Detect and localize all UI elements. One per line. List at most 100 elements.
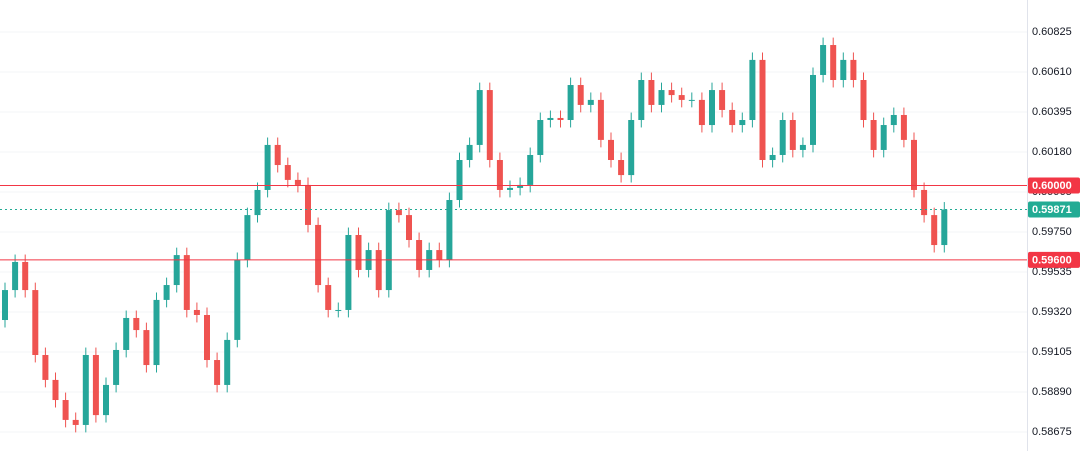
- candle-body: [688, 99, 695, 101]
- candle-body: [32, 290, 39, 355]
- candle-body: [183, 255, 190, 310]
- y-tick-label: 0.59320: [1032, 306, 1072, 318]
- candle-body: [587, 99, 594, 105]
- y-tick-label: 0.59750: [1032, 226, 1072, 238]
- candle-body: [12, 261, 19, 291]
- candle-body: [507, 187, 513, 190]
- candle-body: [325, 285, 332, 310]
- candle-body: [769, 154, 776, 161]
- candle-body: [658, 90, 665, 105]
- candle-body: [305, 184, 311, 225]
- candle-body: [406, 215, 412, 241]
- y-tick-label: 0.60395: [1032, 106, 1072, 118]
- candle-body: [416, 240, 423, 270]
- candle-body: [476, 90, 483, 145]
- candle-body: [456, 160, 463, 201]
- candle-body: [133, 317, 140, 331]
- candle-body: [466, 144, 473, 161]
- candle-body: [890, 114, 897, 126]
- candle-body: [941, 209, 948, 246]
- candle-body: [678, 95, 685, 100]
- candle-body: [123, 317, 130, 350]
- candle-body: [294, 179, 301, 185]
- candle-body: [638, 80, 645, 121]
- candle-body: [789, 120, 796, 150]
- candle-body: [274, 144, 281, 166]
- price-badge-label: 0.59600: [1032, 254, 1072, 266]
- candle-body: [567, 85, 574, 121]
- candle-body: [315, 224, 322, 286]
- candle-body: [830, 45, 837, 81]
- candle-body: [537, 120, 544, 155]
- candle-body: [446, 200, 453, 260]
- candle-body: [204, 314, 210, 361]
- candle-body: [355, 234, 362, 270]
- candle-body: [799, 144, 806, 150]
- candle-body: [759, 59, 766, 161]
- candle-body: [72, 419, 79, 425]
- candle-body: [820, 45, 827, 75]
- y-tick-label: 0.60180: [1032, 146, 1072, 158]
- candle-body: [113, 349, 120, 385]
- candle-body: [436, 250, 443, 260]
- candle-body: [82, 354, 89, 425]
- candle-body: [224, 339, 231, 385]
- candle-body: [739, 120, 746, 126]
- candle-body: [618, 160, 625, 176]
- candle-body: [921, 189, 928, 216]
- candle-body: [850, 59, 857, 81]
- candle-body: [42, 354, 49, 380]
- candle-body: [709, 90, 715, 126]
- candle-body: [527, 154, 534, 185]
- candle-body: [517, 184, 524, 188]
- candle-body: [547, 117, 554, 121]
- candle-body: [214, 360, 221, 385]
- candle-body: [648, 80, 655, 105]
- candle-body: [486, 90, 493, 161]
- candle-body: [870, 120, 877, 150]
- candle-body: [92, 354, 99, 416]
- y-tick-label: 0.58890: [1032, 386, 1072, 398]
- candle-body: [264, 144, 271, 190]
- candle-body: [719, 90, 726, 110]
- candle-body: [698, 99, 705, 126]
- candle-body: [254, 189, 261, 216]
- candle-body: [779, 120, 786, 155]
- y-tick-label: 0.59105: [1032, 346, 1072, 358]
- candle-body: [163, 285, 170, 300]
- y-tick-label: 0.59535: [1032, 266, 1072, 278]
- candle-body: [234, 259, 241, 340]
- candle-body: [608, 139, 614, 161]
- candle-body: [284, 165, 291, 180]
- candle-body: [244, 215, 251, 260]
- candle-body: [385, 210, 392, 291]
- candle-body: [335, 309, 342, 311]
- candle-body: [52, 379, 59, 401]
- candle-body: [173, 255, 180, 286]
- candle-body: [597, 99, 604, 140]
- price-badge-label: 0.59871: [1032, 204, 1072, 216]
- candle-body: [375, 250, 382, 291]
- candle-body: [143, 330, 150, 366]
- candle-body: [395, 210, 402, 216]
- y-tick-label: 0.60610: [1032, 66, 1072, 78]
- candle-body: [931, 215, 938, 246]
- candle-body: [2, 290, 8, 321]
- candle-body: [557, 117, 564, 121]
- candle-body: [880, 125, 887, 150]
- price-badge-label: 0.60000: [1032, 180, 1072, 192]
- candle-body: [900, 114, 907, 140]
- candle-body: [668, 90, 675, 96]
- candle-body: [840, 59, 847, 81]
- candle-body: [193, 309, 200, 315]
- y-tick-label: 0.58675: [1032, 426, 1072, 438]
- candle-body: [729, 109, 736, 126]
- price-badge: [1028, 251, 1080, 268]
- candle-body: [496, 160, 503, 190]
- candle-body: [810, 74, 816, 145]
- candle-body: [860, 80, 867, 121]
- candle-body: [628, 120, 635, 176]
- candle-body: [749, 59, 756, 121]
